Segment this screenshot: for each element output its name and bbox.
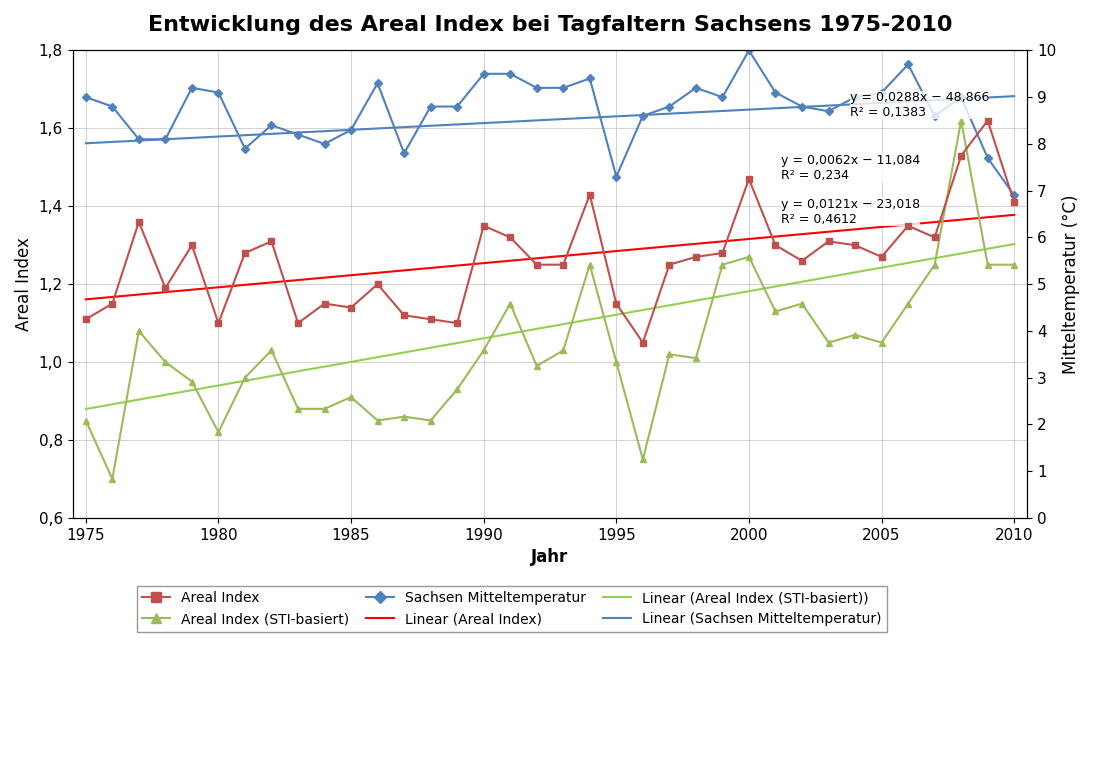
Y-axis label: Areal Index: Areal Index: [15, 237, 33, 331]
Text: y = 0,0288x − 48,866
R² = 0,1383: y = 0,0288x − 48,866 R² = 0,1383: [850, 91, 989, 119]
X-axis label: Jahr: Jahr: [531, 548, 568, 566]
Text: y = 0,0121x − 23,018
R² = 0,4612: y = 0,0121x − 23,018 R² = 0,4612: [781, 199, 920, 227]
Text: y = 0,0062x − 11,084
R² = 0,234: y = 0,0062x − 11,084 R² = 0,234: [781, 154, 920, 182]
Y-axis label: Mitteltemperatur (°C): Mitteltemperatur (°C): [1062, 194, 1080, 374]
Legend: Areal Index, Areal Index (STI-basiert), Sachsen Mitteltemperatur, Linear (Areal : Areal Index, Areal Index (STI-basiert), …: [137, 586, 887, 632]
Title: Entwicklung des Areal Index bei Tagfaltern Sachsens 1975-2010: Entwicklung des Areal Index bei Tagfalte…: [148, 15, 953, 35]
